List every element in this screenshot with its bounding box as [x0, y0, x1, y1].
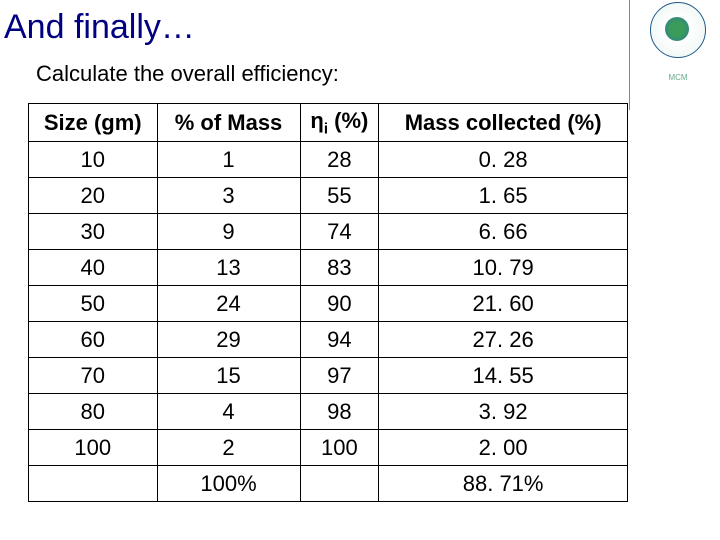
divider-line	[629, 0, 630, 110]
col-header-collected: Mass collected (%)	[379, 104, 628, 142]
table-cell: 3	[157, 178, 300, 214]
table-cell: 24	[157, 286, 300, 322]
efficiency-table-wrap: Size (gm) % of Mass ηi (%) Mass collecte…	[28, 103, 696, 502]
slide-subtitle: Calculate the overall efficiency:	[36, 61, 700, 87]
table-cell: 0. 28	[379, 142, 628, 178]
col-header-eta: ηi (%)	[300, 104, 379, 142]
table-cell: 97	[300, 358, 379, 394]
table-cell: 13	[157, 250, 300, 286]
table-row: 101280. 28	[29, 142, 628, 178]
epa-logo-icon	[650, 2, 706, 58]
table-cell: 2	[157, 430, 300, 466]
table-cell: 10. 79	[379, 250, 628, 286]
table-cell: 40	[29, 250, 158, 286]
table-cell	[300, 466, 379, 502]
table-row: 309746. 66	[29, 214, 628, 250]
table-row: 804983. 92	[29, 394, 628, 430]
table-cell: 55	[300, 178, 379, 214]
table-cell	[29, 466, 158, 502]
table-cell: 29	[157, 322, 300, 358]
table-cell: 1. 65	[379, 178, 628, 214]
logo-area: MCM	[638, 2, 718, 87]
table-row: 50249021. 60	[29, 286, 628, 322]
table-row: 40138310. 79	[29, 250, 628, 286]
table-row: 70159714. 55	[29, 358, 628, 394]
table-cell: 100	[29, 430, 158, 466]
efficiency-table: Size (gm) % of Mass ηi (%) Mass collecte…	[28, 103, 628, 502]
col-header-mass: % of Mass	[157, 104, 300, 142]
table-cell: 9	[157, 214, 300, 250]
table-cell: 10	[29, 142, 158, 178]
table-cell: 74	[300, 214, 379, 250]
table-cell: 80	[29, 394, 158, 430]
table-cell: 98	[300, 394, 379, 430]
table-cell: 21. 60	[379, 286, 628, 322]
table-cell: 27. 26	[379, 322, 628, 358]
table-cell: 1	[157, 142, 300, 178]
table-body: 101280. 28203551. 65309746. 6640138310. …	[29, 142, 628, 502]
table-cell: 90	[300, 286, 379, 322]
table-row: 10021002. 00	[29, 430, 628, 466]
table-cell: 15	[157, 358, 300, 394]
table-cell: 3. 92	[379, 394, 628, 430]
partner-logo: MCM	[652, 69, 704, 87]
table-cell: 4	[157, 394, 300, 430]
table-cell: 94	[300, 322, 379, 358]
table-cell: 100	[300, 430, 379, 466]
table-cell: 30	[29, 214, 158, 250]
table-cell: 100%	[157, 466, 300, 502]
table-cell: 50	[29, 286, 158, 322]
table-cell: 2. 00	[379, 430, 628, 466]
table-row: 100% 88. 71%	[29, 466, 628, 502]
table-header-row: Size (gm) % of Mass ηi (%) Mass collecte…	[29, 104, 628, 142]
table-row: 60299427. 26	[29, 322, 628, 358]
table-cell: 83	[300, 250, 379, 286]
table-cell: 14. 55	[379, 358, 628, 394]
col-header-size: Size (gm)	[29, 104, 158, 142]
table-row: 203551. 65	[29, 178, 628, 214]
table-cell: 88. 71%	[379, 466, 628, 502]
slide-title: And finally…	[4, 8, 700, 47]
table-cell: 6. 66	[379, 214, 628, 250]
slide: MCM And finally… Calculate the overall e…	[0, 0, 720, 540]
table-cell: 70	[29, 358, 158, 394]
table-cell: 60	[29, 322, 158, 358]
table-cell: 28	[300, 142, 379, 178]
table-cell: 20	[29, 178, 158, 214]
